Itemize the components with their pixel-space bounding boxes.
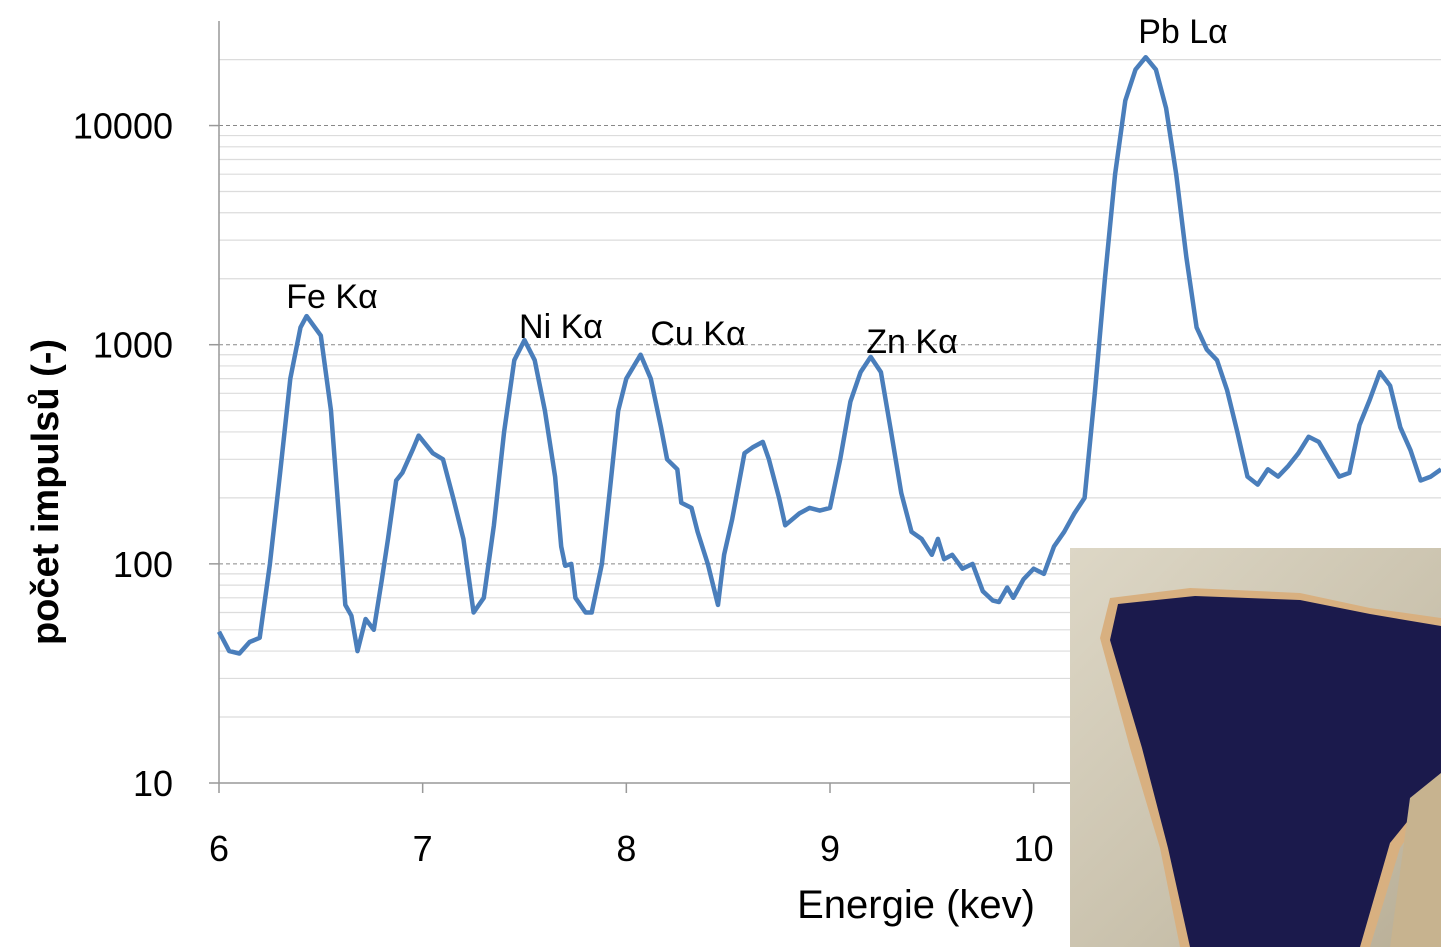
peak-annotation: Pb Lα (1138, 13, 1228, 51)
peak-annotation: Fe Kα (286, 278, 377, 316)
x-tick-label: 8 (616, 828, 636, 869)
y-tick-label: 1000 (93, 325, 173, 366)
photo-shard (1100, 588, 1441, 947)
y-axis-label: počet impulsů (-) (25, 339, 67, 645)
x-tick-label: 9 (820, 828, 840, 869)
x-tick-label: 10 (1014, 828, 1054, 869)
peak-annotation: Zn Kα (866, 323, 957, 361)
x-tick-label: 7 (413, 828, 433, 869)
x-tick-label: 6 (209, 828, 229, 869)
y-tick-label: 10000 (73, 106, 173, 147)
shard-crack (1390, 773, 1441, 947)
spectrum-line (217, 54, 1441, 656)
sample-photo (1070, 548, 1441, 947)
shard-glaze (1110, 596, 1441, 947)
peak-annotation: Cu Kα (650, 315, 745, 353)
peak-annotation: Ni Kα (519, 308, 603, 346)
y-tick-label: 100 (113, 544, 173, 585)
y-tick-label: 10 (133, 763, 173, 804)
x-axis-label: Energie (kev) (797, 883, 1035, 927)
